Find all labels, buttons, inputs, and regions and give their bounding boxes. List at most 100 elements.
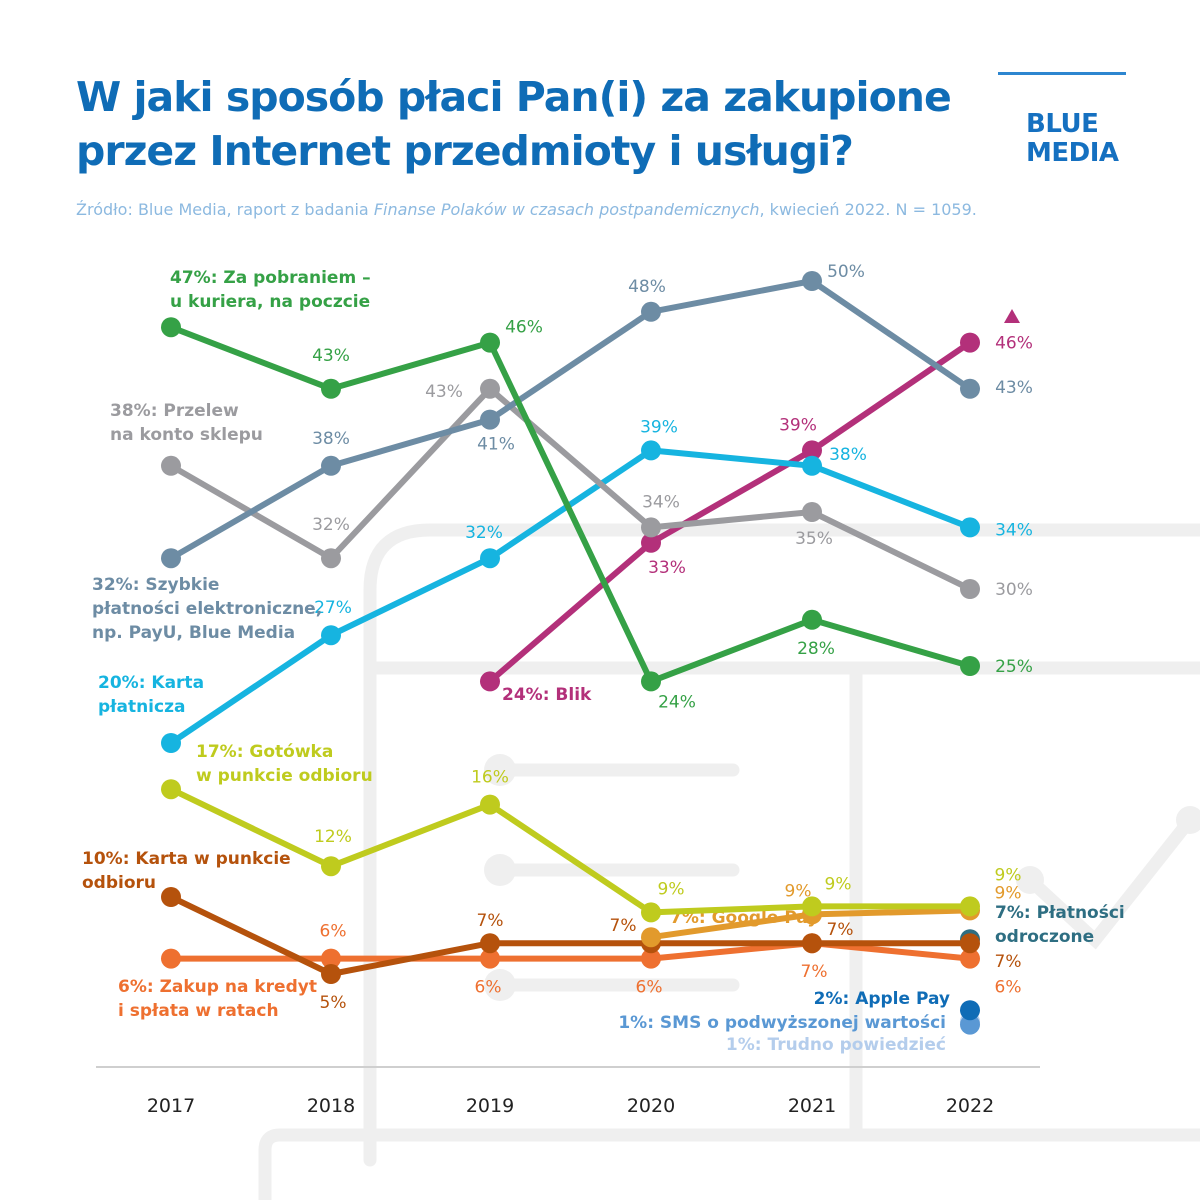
x-tick-label: 2020 [627,1095,675,1117]
data-point [641,927,661,948]
data-point [321,964,341,984]
series-name-label: 10%: Karta w punkcie [82,849,291,869]
series-line [488,340,972,684]
data-label: 7% [610,916,637,936]
series-name-label: 20%: Karta [98,673,204,693]
bg-dot [484,969,516,1001]
series-apple-pay: 2%: Apple Pay [814,989,980,1021]
series-line [169,278,972,561]
data-label: 43% [312,346,350,366]
data-label: 41% [477,435,515,455]
series-name-label: 24%: Blik [502,685,592,705]
data-label: 12% [314,827,352,847]
data-point [960,933,980,954]
data-label: 30% [995,580,1033,600]
series-line [169,324,971,685]
data-label: 9% [995,865,1022,885]
data-point [321,948,341,969]
data-point [480,671,500,692]
x-tick-label: 2019 [466,1095,514,1117]
data-point [960,1014,980,1035]
series-name-label: 38%: Przelew [110,401,239,421]
data-point [480,548,500,569]
series-za-pobraniem-u-kuriera-na-poczcie: 43% 46% 24% 28% 25% 47%: Za pobraniem – u kuri… [161,268,1033,712]
data-point [802,933,822,954]
data-label: 38% [312,429,350,449]
series-name-label: i spłata w ratach [118,1001,279,1021]
data-point [641,948,661,969]
blue-media-logo: BLUE MEDIA [1026,110,1119,168]
bg-dot [1016,866,1044,894]
series-name-label: odroczone [995,927,1094,947]
data-label: 7% [477,911,504,931]
bg-outline-shape [363,523,1200,1167]
trend-up-triangle-icon [1004,309,1020,323]
data-point [960,656,980,676]
series-przelew-na-konto-sklepu: 32% 43% 34% 35% 30% 38%: Przelew na konto skle… [110,378,1033,600]
logo-line-1: BLUE [1026,109,1099,139]
series-name-label: 2%: Apple Pay [814,989,950,1009]
series-platnosci-odroczone: 7%: Płatności odroczone [960,903,1125,950]
series-line [169,894,970,977]
data-label: 16% [471,768,509,788]
series-line [169,786,970,916]
data-point [802,440,822,461]
series-name-label: 17%: Gotówka [196,742,333,762]
bg-bottom-shape [258,1128,1200,1200]
data-point [480,409,500,430]
series-name-label: 6%: Zakup na kredyt [118,977,317,997]
data-label: 7% [995,952,1022,972]
series-line [169,385,972,592]
data-label: 38% [829,445,867,465]
data-point [161,548,181,569]
data-label: 32% [312,515,350,535]
chart-title-line-2: przez Internet przedmioty i usługi? [76,127,854,175]
data-point [802,271,822,291]
data-label: 50% [827,262,865,282]
data-point [960,948,980,969]
data-label: 32% [465,523,503,543]
data-point [161,948,181,969]
series-name-label: w punkcie odbioru [196,766,373,786]
series-name-label: 1%: SMS o podwyższonej wartości [618,1013,946,1033]
series-name-label: 32%: Szybkie [92,575,219,595]
data-point [960,1000,980,1021]
data-point [641,301,661,322]
data-point [321,455,341,476]
data-label: 43% [425,382,463,402]
data-label: 46% [505,318,543,338]
data-point [321,856,341,877]
series-name-label: płatności elektroniczne, [92,599,322,619]
data-label: 9% [658,879,685,899]
data-point [161,733,181,753]
series-name-label: 7%: Płatności [995,903,1125,923]
data-label: 5% [320,993,347,1013]
chart-title: W jaki sposób płaci Pan(i) za zakupione … [76,70,976,178]
data-label: 7% [827,920,854,940]
data-point [802,609,822,630]
data-label: 27% [314,598,352,618]
data-point [161,779,181,800]
series-szybkie-platnosci-elektroniczne-np-payu-blue-media: 38% 41% 48% 50% 43% 32%: Szybkie płatności ele… [92,262,1033,643]
data-point [641,671,661,692]
data-label: 35% [795,529,833,549]
data-point [641,902,661,923]
data-label: 25% [995,657,1033,677]
data-label: 6% [636,978,663,998]
logo-line-2: MEDIA [1026,138,1119,168]
data-point [960,378,980,399]
data-point [480,933,500,954]
data-point [641,532,661,553]
bg-zigzag [1023,813,1197,950]
data-point [641,440,661,461]
source-note: Źródło: Blue Media, raport z badania Fin… [76,200,977,219]
source-prefix: Źródło: Blue Media, raport z badania [76,200,374,219]
series-blik: 33% 39% 46% 24%: Blik [480,309,1033,705]
data-point [960,517,980,538]
data-point [321,625,341,646]
data-label: 6% [995,978,1022,998]
series-name-label: odbioru [82,873,156,893]
data-label: 9% [995,883,1022,903]
data-label: 7% [801,962,828,982]
